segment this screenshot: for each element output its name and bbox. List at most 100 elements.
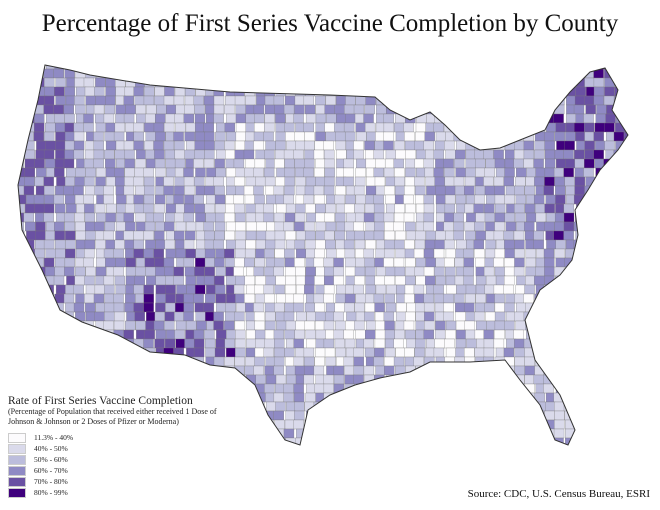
- county: [514, 293, 525, 304]
- county: [95, 365, 106, 376]
- county: [393, 95, 404, 106]
- county: [206, 194, 217, 205]
- county: [125, 257, 136, 268]
- county: [295, 275, 307, 286]
- county: [484, 428, 495, 439]
- county: [345, 266, 356, 277]
- county: [184, 203, 195, 214]
- county: [373, 293, 385, 304]
- county: [364, 311, 375, 322]
- county: [234, 203, 245, 214]
- county: [85, 383, 97, 394]
- county: [273, 212, 285, 223]
- county: [165, 302, 176, 313]
- county: [453, 401, 464, 412]
- county: [275, 374, 287, 385]
- county: [383, 410, 394, 421]
- county: [375, 158, 386, 169]
- county: [623, 248, 628, 259]
- county: [623, 167, 628, 178]
- county: [55, 248, 66, 259]
- county: [213, 113, 224, 124]
- county: [55, 140, 66, 151]
- county: [464, 447, 474, 456]
- county: [514, 347, 525, 358]
- county: [24, 320, 35, 331]
- county: [604, 311, 615, 322]
- county: [635, 384, 645, 393]
- county: [225, 302, 236, 313]
- county: [154, 311, 166, 322]
- county: [535, 347, 546, 358]
- county: [423, 86, 434, 97]
- county: [43, 239, 55, 250]
- county: [235, 113, 247, 124]
- county: [424, 320, 435, 331]
- county: [424, 167, 436, 178]
- county: [244, 293, 255, 304]
- county: [584, 311, 595, 322]
- county: [364, 203, 376, 214]
- county: [513, 158, 524, 169]
- county: [516, 410, 527, 421]
- county: [494, 158, 506, 169]
- county: [165, 284, 176, 295]
- county: [445, 410, 456, 421]
- county: [616, 203, 627, 214]
- county: [353, 140, 364, 151]
- county: [24, 203, 36, 214]
- county: [73, 149, 85, 160]
- county: [203, 158, 215, 169]
- county: [494, 329, 505, 340]
- county: [314, 356, 325, 367]
- county: [323, 383, 335, 394]
- county: [166, 167, 177, 178]
- county: [624, 230, 628, 241]
- county: [443, 221, 454, 232]
- county: [193, 95, 204, 106]
- legend-label: 50% - 60%: [34, 455, 68, 464]
- county: [225, 374, 236, 385]
- legend-item: 40% - 50%: [8, 443, 218, 454]
- county: [85, 185, 96, 196]
- county: [33, 194, 45, 205]
- county: [636, 96, 646, 105]
- county: [636, 141, 646, 150]
- county: [85, 284, 97, 295]
- county: [285, 86, 297, 97]
- county: [166, 104, 177, 115]
- county: [564, 68, 575, 79]
- county: [584, 347, 595, 358]
- county: [156, 104, 167, 115]
- county: [64, 266, 75, 277]
- county: [225, 447, 235, 456]
- county: [626, 185, 628, 196]
- county: [463, 419, 474, 430]
- county: [246, 329, 257, 340]
- county: [235, 230, 246, 241]
- county: [395, 65, 407, 70]
- county: [33, 338, 44, 349]
- county: [573, 194, 585, 205]
- county: [304, 320, 315, 331]
- county: [543, 131, 555, 142]
- county: [113, 302, 125, 313]
- county: [604, 194, 615, 205]
- county: [504, 104, 516, 115]
- county: [413, 248, 425, 259]
- county: [483, 266, 495, 277]
- county: [575, 447, 585, 456]
- county: [18, 266, 25, 277]
- county: [476, 320, 487, 331]
- county: [385, 437, 396, 445]
- county: [636, 366, 646, 375]
- county: [96, 257, 107, 268]
- county: [204, 131, 215, 142]
- county: [403, 194, 414, 205]
- county: [205, 293, 216, 304]
- county: [186, 221, 197, 232]
- county: [404, 68, 416, 79]
- county: [554, 248, 565, 259]
- county: [425, 176, 436, 187]
- county: [625, 239, 628, 250]
